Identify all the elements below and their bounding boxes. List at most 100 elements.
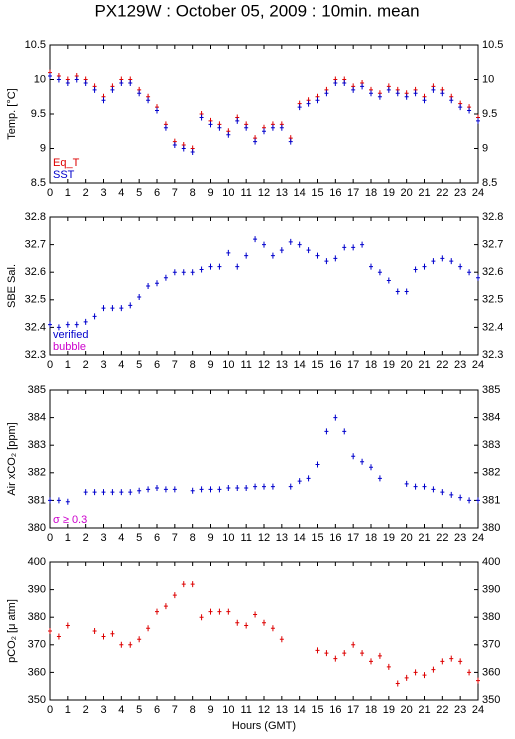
data-point	[458, 494, 463, 501]
x-tick-label: 18	[365, 359, 377, 371]
x-tick-label: 4	[118, 187, 124, 199]
x-tick-label: 18	[365, 532, 377, 544]
data-point	[253, 138, 258, 145]
y-tick-label: 383	[28, 439, 46, 451]
data-point	[404, 674, 409, 681]
data-point	[395, 288, 400, 295]
y-tick-label: 390	[28, 584, 46, 596]
data-point	[369, 658, 373, 665]
data-point	[431, 666, 436, 673]
data-point	[360, 650, 365, 657]
data-point	[413, 266, 418, 273]
y-tick-label: 380	[482, 611, 500, 623]
x-tick-label: 23	[454, 532, 466, 544]
data-point	[351, 244, 356, 251]
x-tick-label: 24	[472, 359, 484, 371]
data-point	[360, 241, 365, 248]
data-point	[110, 305, 115, 312]
x-tick-label: 6	[154, 359, 160, 371]
data-point	[279, 636, 284, 643]
x-tick-label: 1	[65, 532, 71, 544]
x-tick-label: 15	[311, 187, 323, 199]
data-point	[306, 475, 311, 482]
x-tick-label: 1	[65, 187, 71, 199]
data-point	[467, 669, 472, 676]
data-point	[172, 486, 177, 493]
y-tick-label: 383	[482, 439, 500, 451]
data-point	[48, 73, 52, 80]
x-tick-label: 13	[276, 704, 288, 716]
data-point	[476, 677, 480, 684]
data-point	[476, 117, 480, 124]
y-tick-label: 384	[28, 412, 46, 424]
data-point	[270, 252, 275, 259]
x-tick-label: 13	[276, 187, 288, 199]
data-point	[422, 483, 427, 490]
data-point	[74, 76, 79, 83]
x-tick-label: 7	[172, 704, 178, 716]
y-tick-label: 380	[28, 522, 46, 534]
y-tick-label: 32.6	[25, 266, 46, 278]
data-point	[92, 489, 97, 496]
data-point	[56, 633, 61, 640]
x-tick-label: 2	[83, 359, 89, 371]
y-axis-label: SBE Sal.	[6, 264, 18, 308]
x-tick-label: 0	[47, 532, 53, 544]
data-point	[101, 97, 106, 104]
data-point	[199, 614, 204, 621]
data-point	[476, 274, 480, 281]
x-tick-label: 0	[47, 187, 53, 199]
plot-frame	[49, 561, 479, 701]
data-point	[181, 269, 186, 276]
y-tick-label: 350	[28, 694, 46, 706]
data-point	[351, 641, 356, 648]
x-tick-label: 8	[190, 532, 196, 544]
data-point	[110, 489, 115, 496]
data-point	[342, 79, 347, 86]
data-point	[137, 487, 142, 494]
y-tick-label: 380	[28, 611, 46, 623]
legend-label: verified	[53, 329, 88, 341]
data-point	[449, 97, 454, 104]
data-point	[324, 428, 329, 435]
x-tick-label: 0	[47, 359, 53, 371]
data-point	[324, 258, 329, 265]
data-point	[199, 266, 204, 273]
x-tick-label: 18	[365, 704, 377, 716]
data-point	[422, 97, 427, 104]
data-point	[119, 489, 124, 496]
data-point	[146, 486, 151, 493]
data-point	[235, 117, 240, 124]
x-tick-label: 16	[329, 532, 341, 544]
data-point	[333, 414, 338, 421]
y-tick-label: 32.5	[25, 294, 46, 306]
data-point	[333, 79, 338, 86]
x-tick-label: 6	[154, 187, 160, 199]
data-point	[119, 305, 124, 312]
x-tick-label: 9	[207, 704, 213, 716]
x-tick-label: 15	[311, 532, 323, 544]
data-point	[155, 107, 159, 114]
data-point	[360, 458, 365, 465]
y-tick-label: 8.5	[31, 177, 46, 189]
data-point	[458, 658, 463, 665]
x-tick-label: 8	[190, 187, 196, 199]
y-tick-label: 370	[28, 639, 46, 651]
x-tick-label: 19	[383, 359, 395, 371]
data-point	[253, 236, 258, 243]
data-point	[342, 428, 347, 435]
data-point	[270, 625, 275, 632]
data-point	[386, 277, 391, 284]
y-axis-label: pCO₂ [μ atm]	[6, 599, 18, 663]
data-point	[155, 484, 159, 491]
data-point	[279, 247, 284, 254]
data-point	[163, 603, 168, 610]
x-tick-label: 2	[83, 704, 89, 716]
data-point	[235, 263, 240, 270]
data-point	[306, 247, 311, 254]
x-tick-label: 23	[454, 187, 466, 199]
x-tick-label: 3	[100, 187, 106, 199]
y-tick-label: 380	[482, 522, 500, 534]
x-tick-label: 7	[172, 187, 178, 199]
data-point	[48, 497, 52, 504]
